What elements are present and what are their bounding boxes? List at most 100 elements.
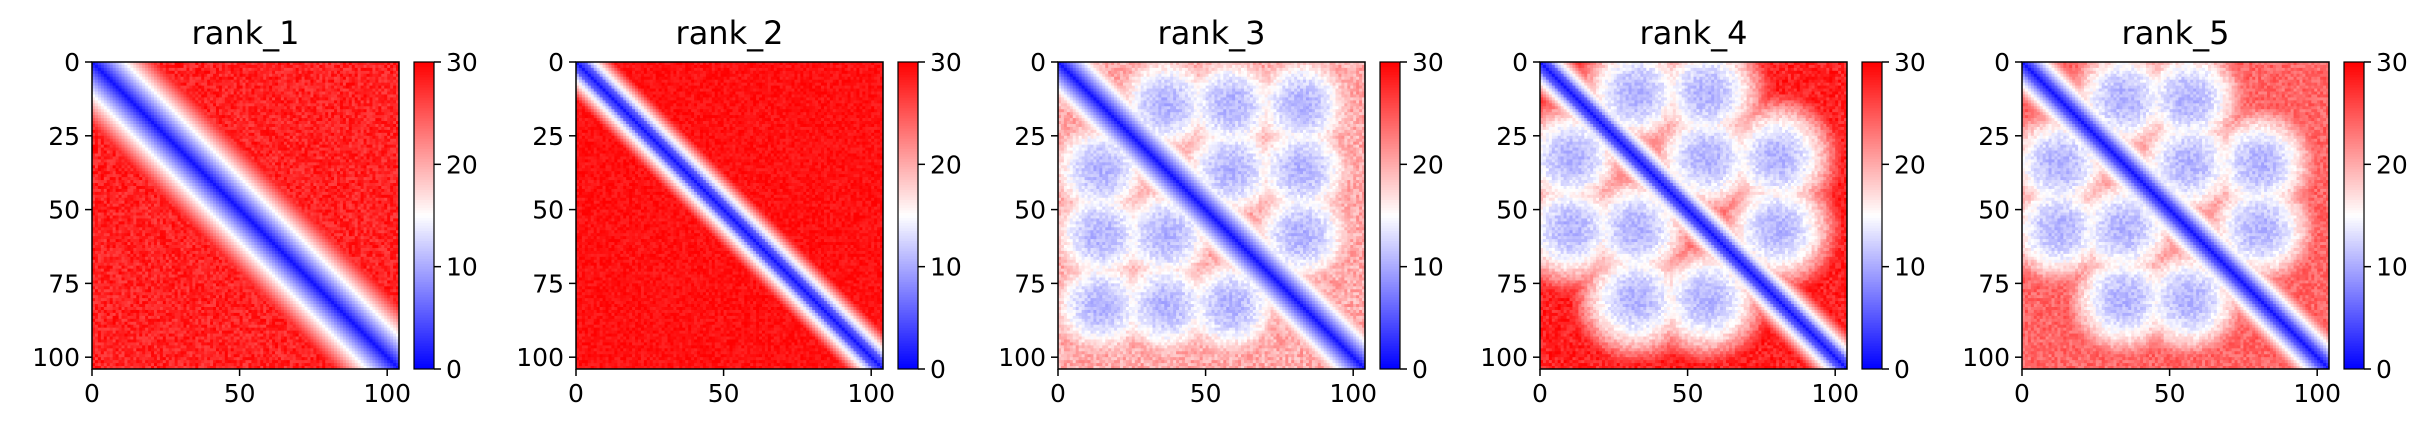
heatmap-cell <box>189 109 192 112</box>
heatmap-cell <box>95 65 98 68</box>
heatmap-cell <box>251 100 254 103</box>
heatmap-cell <box>95 71 98 74</box>
heatmap-cell <box>130 74 133 77</box>
heatmap-cell <box>101 103 104 106</box>
heatmap-cell <box>237 97 240 100</box>
heatmap-cell <box>343 109 346 112</box>
heatmap-cell <box>352 118 355 121</box>
heatmap-cell <box>266 127 269 130</box>
heatmap-cell <box>384 130 387 133</box>
heatmap-cell <box>243 130 246 133</box>
heatmap-cell <box>136 130 139 133</box>
heatmap-cell <box>343 121 346 124</box>
heatmap-cell <box>151 118 154 121</box>
heatmap-cell <box>133 124 136 127</box>
heatmap-cell <box>307 118 310 121</box>
heatmap-cell <box>201 127 204 130</box>
heatmap-cell <box>116 112 119 115</box>
heatmap-cell <box>307 130 310 133</box>
heatmap-cell <box>293 80 296 83</box>
heatmap-cell <box>181 121 184 124</box>
heatmap-cell <box>290 86 293 89</box>
heatmap-cell <box>260 112 263 115</box>
heatmap-cell <box>148 136 151 139</box>
heatmap-cell <box>234 124 237 127</box>
heatmap-cell <box>116 89 119 92</box>
heatmap-cell <box>136 121 139 124</box>
heatmap-cell <box>246 100 249 103</box>
heatmap-cell <box>313 92 316 95</box>
heatmap-cell <box>299 94 302 97</box>
heatmap-cell <box>110 127 113 130</box>
heatmap-cell <box>157 86 160 89</box>
heatmap-cell <box>222 92 225 95</box>
heatmap-cell <box>219 103 222 106</box>
heatmap-cell <box>116 74 119 77</box>
heatmap-cell <box>184 127 187 130</box>
heatmap-cell <box>122 74 125 77</box>
heatmap-cell <box>151 86 154 89</box>
heatmap-cell <box>378 97 381 100</box>
heatmap-cell <box>325 112 328 115</box>
heatmap-cell <box>275 121 278 124</box>
heatmap-cell <box>387 77 390 80</box>
heatmap-cell <box>263 112 266 115</box>
heatmap-cell <box>322 121 325 124</box>
heatmap-cell <box>216 74 219 77</box>
heatmap-cell <box>110 74 113 77</box>
heatmap-cell <box>322 83 325 86</box>
heatmap-cell <box>151 109 154 112</box>
heatmap-cell <box>260 100 263 103</box>
heatmap-cell <box>378 80 381 83</box>
heatmap-cell <box>287 130 290 133</box>
heatmap-cell <box>116 109 119 112</box>
heatmap-cell <box>198 74 201 77</box>
heatmap-cell <box>343 86 346 89</box>
heatmap-cell <box>207 92 210 95</box>
heatmap-cell <box>237 127 240 130</box>
heatmap-cell <box>381 89 384 92</box>
heatmap-cell <box>316 124 319 127</box>
heatmap-cell <box>237 89 240 92</box>
heatmap-cell <box>364 115 367 118</box>
heatmap-cell <box>101 74 104 77</box>
heatmap-cell <box>166 92 169 95</box>
heatmap-cell <box>186 77 189 80</box>
heatmap-cell <box>299 127 302 130</box>
heatmap-cell <box>355 130 358 133</box>
heatmap-cell <box>104 86 107 89</box>
heatmap-cell <box>367 103 370 106</box>
heatmap-cell <box>281 74 284 77</box>
heatmap-cell <box>358 106 361 109</box>
heatmap-cell <box>340 65 343 68</box>
heatmap-cell <box>319 94 322 97</box>
heatmap-cell <box>127 94 130 97</box>
heatmap-cell <box>349 109 352 112</box>
heatmap-cell <box>189 130 192 133</box>
heatmap-cell <box>266 109 269 112</box>
heatmap-cell <box>119 97 122 100</box>
heatmap-cell <box>305 94 308 97</box>
heatmap-cell <box>127 77 130 80</box>
heatmap-cell <box>352 133 355 136</box>
heatmap-cell <box>133 121 136 124</box>
heatmap-cell <box>381 71 384 74</box>
heatmap-cell <box>302 92 305 95</box>
heatmap-cell <box>225 133 228 136</box>
heatmap-cell <box>307 94 310 97</box>
heatmap-cell <box>378 92 381 95</box>
heatmap-cell <box>243 112 246 115</box>
heatmap-cell <box>98 77 101 80</box>
heatmap-cell <box>142 130 145 133</box>
heatmap-cell <box>154 133 157 136</box>
heatmap-cell <box>139 133 142 136</box>
heatmap-cell <box>172 94 175 97</box>
heatmap-cell <box>328 133 331 136</box>
heatmap-cell <box>195 121 198 124</box>
heatmap-cell <box>139 115 142 118</box>
heatmap-cell <box>372 94 375 97</box>
heatmap-cell <box>145 65 148 68</box>
heatmap-cell <box>296 124 299 127</box>
heatmap-cell <box>166 115 169 118</box>
heatmap-cell <box>316 97 319 100</box>
